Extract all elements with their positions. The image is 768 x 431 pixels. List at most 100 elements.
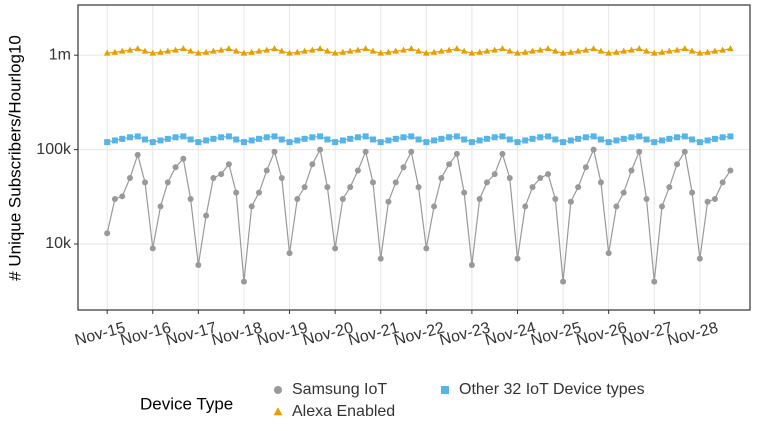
point bbox=[301, 184, 308, 191]
point bbox=[111, 48, 119, 55]
point bbox=[650, 49, 658, 56]
point bbox=[346, 47, 354, 54]
point bbox=[613, 203, 620, 210]
point bbox=[681, 133, 688, 140]
point bbox=[324, 136, 331, 143]
point bbox=[461, 136, 468, 143]
legend-marker bbox=[273, 407, 283, 416]
point bbox=[195, 261, 202, 268]
point bbox=[195, 49, 202, 56]
point bbox=[301, 135, 308, 142]
point bbox=[483, 179, 490, 186]
point bbox=[491, 134, 498, 141]
point bbox=[514, 139, 521, 146]
plot-border bbox=[77, 4, 751, 311]
point bbox=[423, 49, 430, 56]
point bbox=[423, 139, 430, 146]
point bbox=[271, 133, 278, 140]
point bbox=[324, 184, 331, 191]
point bbox=[468, 261, 475, 268]
point bbox=[354, 46, 362, 53]
point bbox=[172, 46, 179, 53]
point bbox=[134, 45, 142, 52]
point bbox=[134, 151, 141, 158]
point bbox=[711, 135, 718, 142]
point bbox=[597, 136, 604, 143]
point bbox=[164, 47, 172, 54]
point bbox=[317, 133, 324, 140]
y-axis-title: # Unique Subscribers/Hourlog10 bbox=[5, 35, 24, 281]
point bbox=[180, 45, 187, 52]
point bbox=[545, 133, 552, 140]
point bbox=[362, 45, 369, 52]
point bbox=[392, 47, 400, 54]
legend-title: Device Type bbox=[140, 394, 233, 413]
point bbox=[142, 179, 149, 186]
point bbox=[278, 175, 285, 182]
point bbox=[225, 161, 232, 168]
point bbox=[658, 48, 666, 55]
point bbox=[377, 255, 384, 262]
point bbox=[369, 47, 377, 54]
point bbox=[711, 47, 719, 54]
point bbox=[506, 175, 513, 182]
point bbox=[666, 135, 673, 142]
point bbox=[415, 47, 422, 54]
point bbox=[567, 137, 574, 144]
point bbox=[506, 136, 513, 143]
point bbox=[309, 161, 316, 168]
point bbox=[559, 49, 567, 56]
point bbox=[476, 195, 483, 202]
point bbox=[438, 47, 445, 54]
point bbox=[468, 49, 476, 56]
point bbox=[537, 134, 544, 141]
point bbox=[567, 198, 574, 205]
point bbox=[248, 48, 255, 55]
point bbox=[203, 212, 210, 219]
point bbox=[240, 278, 247, 285]
point bbox=[255, 135, 262, 142]
point bbox=[255, 189, 262, 196]
point bbox=[727, 133, 734, 140]
point bbox=[529, 135, 536, 142]
y-tick-label: 1m bbox=[49, 46, 71, 63]
point bbox=[400, 46, 407, 53]
point bbox=[271, 45, 278, 52]
point bbox=[126, 175, 133, 182]
point bbox=[293, 48, 301, 55]
y-tick-label: 10k bbox=[45, 235, 72, 252]
point bbox=[180, 133, 187, 140]
legend-label: Samsung IoT bbox=[292, 381, 387, 398]
point bbox=[294, 195, 301, 202]
point bbox=[688, 47, 696, 54]
point bbox=[415, 136, 422, 143]
point bbox=[506, 47, 514, 54]
point bbox=[369, 179, 376, 186]
point bbox=[522, 203, 529, 210]
point bbox=[218, 134, 225, 141]
point bbox=[521, 48, 529, 55]
point bbox=[225, 45, 233, 52]
point bbox=[575, 135, 582, 142]
point bbox=[362, 133, 369, 140]
point bbox=[385, 48, 392, 55]
point bbox=[392, 179, 399, 186]
point bbox=[301, 47, 308, 54]
point bbox=[552, 136, 559, 143]
point bbox=[195, 139, 202, 146]
series-line bbox=[106, 147, 731, 282]
point bbox=[628, 134, 635, 141]
point bbox=[537, 175, 544, 182]
point bbox=[628, 46, 635, 53]
point bbox=[445, 46, 453, 53]
point bbox=[681, 45, 689, 52]
point bbox=[674, 161, 681, 168]
point bbox=[157, 203, 164, 210]
point bbox=[597, 47, 605, 54]
point bbox=[483, 47, 491, 54]
point bbox=[187, 136, 194, 143]
point bbox=[187, 47, 194, 54]
point bbox=[605, 139, 612, 146]
point bbox=[286, 139, 293, 146]
point bbox=[354, 134, 361, 141]
